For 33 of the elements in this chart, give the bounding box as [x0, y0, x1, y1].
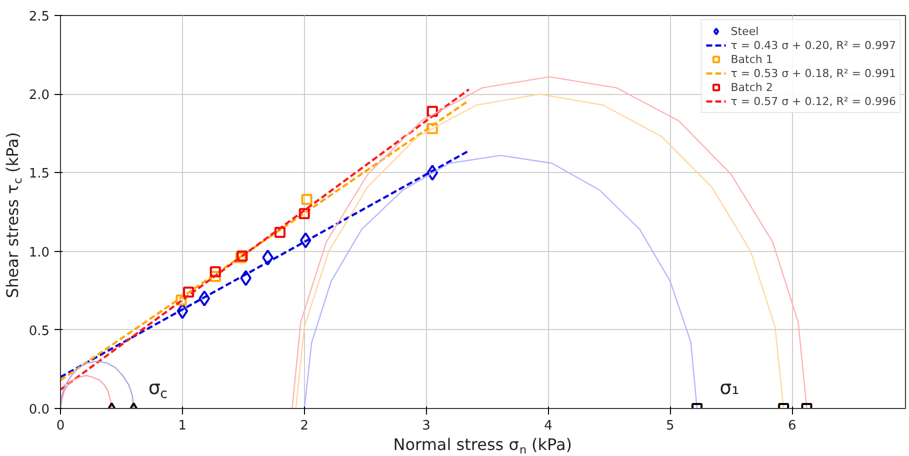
legend-label: τ = 0.53 σ + 0.18, R² = 0.991	[730, 66, 896, 80]
y-tick-label: 0.5	[28, 324, 50, 339]
y-axis-title: Shear stress τc (kPa)	[3, 132, 25, 298]
point	[210, 266, 221, 278]
point	[198, 290, 210, 306]
x-tick-label: 3	[422, 418, 430, 434]
x-tick-label: 1	[178, 418, 187, 434]
legend-label: Steel	[730, 24, 759, 38]
legend-label: Batch 1	[730, 52, 773, 66]
annotation: σ₁	[720, 377, 740, 400]
legend-label: τ = 0.57 σ + 0.12, R² = 0.996	[730, 94, 896, 108]
x-tick-label: 0	[56, 418, 65, 434]
x-tick-label: 4	[544, 418, 552, 434]
x-tick-label: 2	[300, 418, 309, 434]
y-tick-label: 1.5	[28, 166, 50, 182]
legend-label: Batch 2	[730, 80, 773, 94]
point	[210, 270, 221, 282]
y-tick-label: 2.0	[28, 88, 50, 104]
point	[274, 226, 286, 238]
x-tick-label: 6	[788, 418, 796, 434]
point	[426, 164, 438, 181]
y-tick-label: 1.0	[28, 245, 50, 260]
point	[301, 194, 312, 205]
point	[426, 123, 438, 134]
y-tick-label: 0.0	[28, 402, 50, 418]
point	[298, 208, 310, 220]
point	[183, 286, 194, 298]
point	[240, 270, 252, 286]
x-tick-label: 5	[666, 418, 674, 434]
point	[300, 232, 312, 248]
y-tick-label: 2.5	[28, 10, 50, 24]
legend-label: τ = 0.43 σ + 0.20, R² = 0.997	[730, 38, 896, 52]
point	[176, 294, 187, 306]
